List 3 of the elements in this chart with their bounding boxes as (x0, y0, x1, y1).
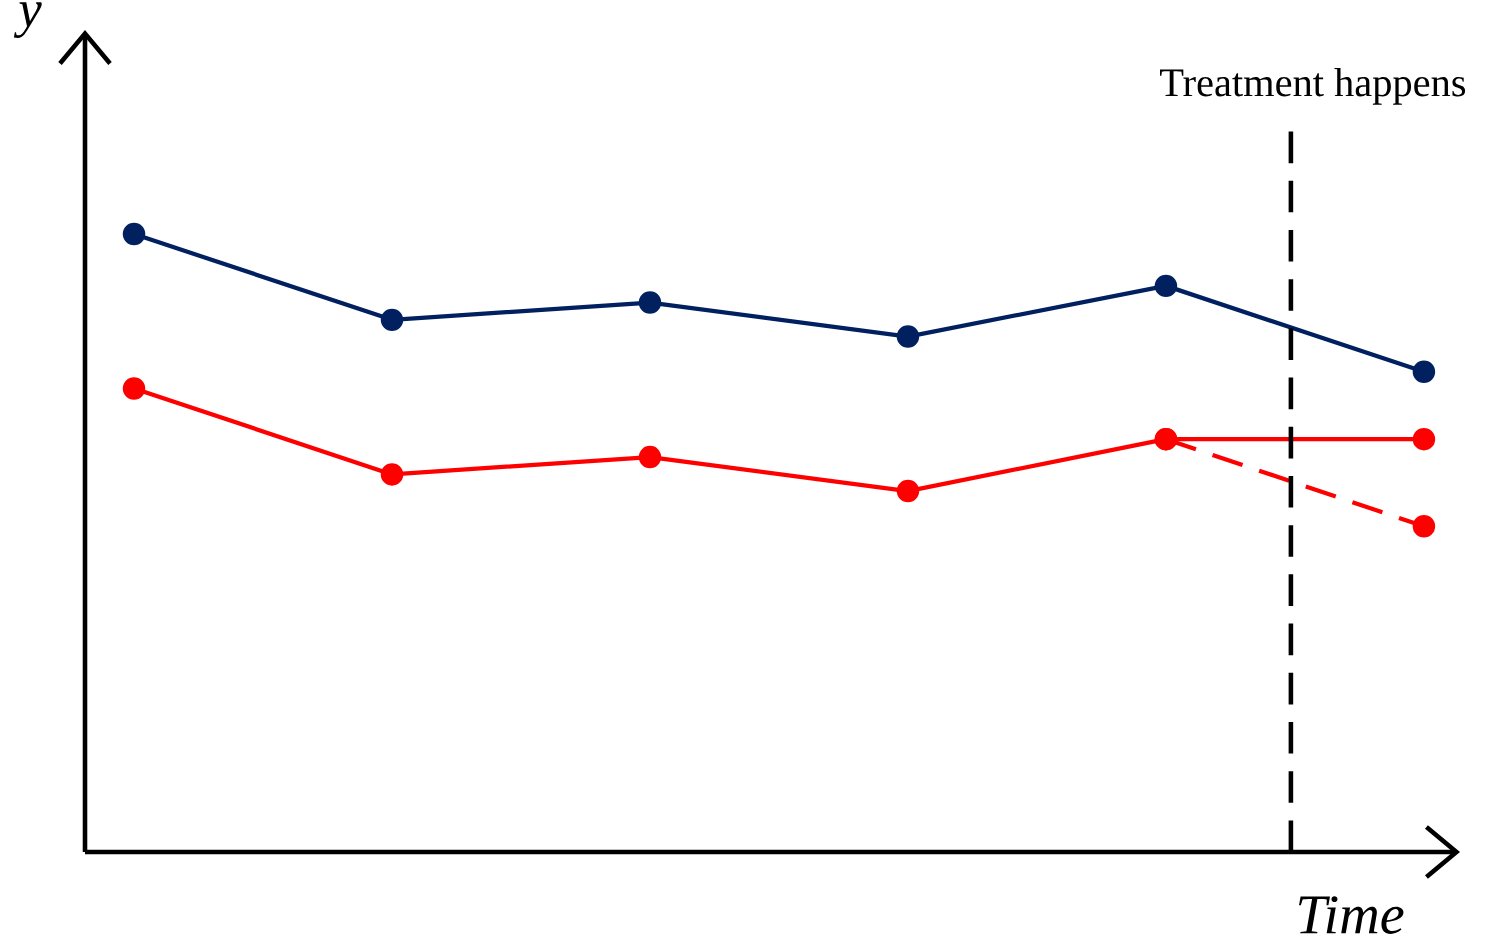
x-axis-title: Time (1299, 896, 1404, 934)
text: Treatment happens (1160, 67, 1466, 105)
y-axis-title: y (13, 2, 42, 38)
